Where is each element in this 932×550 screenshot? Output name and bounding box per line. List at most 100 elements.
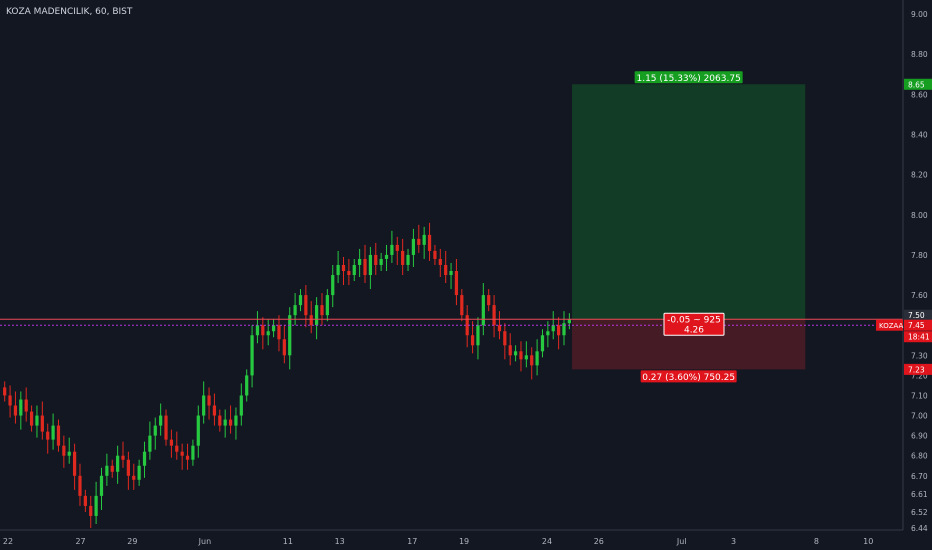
price-tick-label: 7.30 [911, 351, 928, 360]
time-tick-label: 3 [731, 537, 736, 546]
candle [341, 264, 346, 271]
candle [422, 234, 426, 245]
time-tick-label: 13 [335, 537, 345, 546]
candle [110, 465, 114, 472]
candle [401, 250, 405, 265]
candle [202, 395, 206, 416]
candle [433, 250, 437, 259]
profit-zone[interactable] [572, 84, 806, 320]
candle [46, 431, 50, 440]
candle [78, 475, 82, 496]
candle [142, 451, 147, 466]
price-tick-label: 7.00 [911, 412, 928, 421]
chart-title: KOZA MADENCILIK, 60, BIST [6, 7, 133, 17]
candle [62, 445, 66, 456]
candle [460, 295, 464, 316]
price-tick-label: 8.00 [911, 211, 928, 220]
candle [13, 405, 18, 416]
candle [212, 405, 217, 416]
candle [395, 244, 399, 251]
price-tick-label: 6.70 [911, 472, 928, 481]
candle [503, 331, 507, 346]
candle [427, 234, 432, 251]
candle [546, 331, 550, 336]
candle [492, 305, 496, 326]
price-axis[interactable]: 9.00 8.80 8.60 8.40 8.20 8.00 7.80 7.60 7.30 7.20… [876, 10, 932, 533]
target-label-box [634, 71, 743, 84]
position-zones[interactable] [572, 84, 806, 370]
target-price-tag-box [904, 78, 932, 90]
price-tick-label: 6.90 [911, 432, 928, 441]
candle [304, 295, 308, 316]
countdown-tag-box [904, 331, 932, 343]
candle [8, 395, 12, 406]
candle [137, 465, 141, 480]
candle [29, 411, 34, 426]
price-tick-label: 6.44 [911, 524, 928, 533]
candle [298, 295, 303, 306]
position-info-line1: -0.05 ~ 925 [667, 316, 721, 326]
stop-price-tag: 7.23 [908, 365, 925, 374]
candle [411, 238, 416, 255]
candle [250, 335, 254, 376]
position-info-line2: 4.26 [684, 326, 704, 336]
candle [519, 351, 523, 360]
candles [3, 222, 571, 528]
candle [470, 335, 475, 346]
stop-label-box [640, 370, 737, 383]
candle [261, 325, 265, 336]
price-tick-label: 7.20 [911, 371, 928, 380]
candle [508, 345, 512, 356]
stop-price-tag-box [904, 363, 932, 375]
candle [159, 415, 163, 426]
time-tick-label: 24 [542, 537, 552, 546]
candle [191, 445, 195, 460]
price-tick-label: 8.80 [911, 50, 928, 59]
price-tick-label: 7.10 [911, 391, 928, 400]
candle [336, 264, 340, 276]
candle [51, 425, 55, 440]
candle [239, 395, 243, 416]
candle [153, 425, 157, 436]
position-labels: 1.15 (15.33%) 2063.75 0.27 (3.60%) 750.25… [634, 71, 743, 383]
candle [271, 325, 276, 332]
candle [557, 325, 561, 336]
candle [218, 415, 222, 426]
candle [164, 415, 168, 440]
current-price-tag-box [904, 319, 932, 331]
candle [196, 415, 200, 446]
candle [379, 258, 383, 265]
candle [438, 258, 442, 265]
time-axis[interactable]: 22 27 29 Jun 11 13 17 19 24 26 Jul 3 8 10 [3, 537, 873, 546]
candle [449, 271, 453, 276]
candle [99, 475, 104, 496]
time-tick-label: Jun [198, 537, 212, 546]
candle [540, 335, 545, 352]
candle [551, 325, 555, 332]
candle [374, 254, 378, 265]
price-tick-label: 8.20 [911, 171, 928, 180]
time-tick-label: 22 [3, 537, 13, 546]
candle [228, 419, 233, 426]
candle [487, 295, 491, 306]
price-tick-label: 7.60 [911, 291, 928, 300]
candle [3, 387, 7, 396]
candle [444, 264, 448, 276]
candle [89, 505, 93, 516]
candle [266, 331, 270, 336]
candle [121, 455, 125, 460]
symbol-tag: KOZAA [879, 322, 903, 330]
stop-label: 0.27 (3.60%) 750.25 [642, 373, 735, 383]
candle [72, 451, 77, 476]
candle [67, 451, 71, 456]
price-tick-label: 6.80 [911, 452, 928, 461]
candle [288, 315, 292, 356]
candle [368, 254, 373, 276]
candle [465, 315, 469, 336]
candle [293, 305, 297, 316]
countdown-tag: 18:41 [908, 333, 930, 342]
candle [325, 295, 329, 316]
candle [314, 305, 319, 326]
position-info-box [663, 312, 725, 336]
